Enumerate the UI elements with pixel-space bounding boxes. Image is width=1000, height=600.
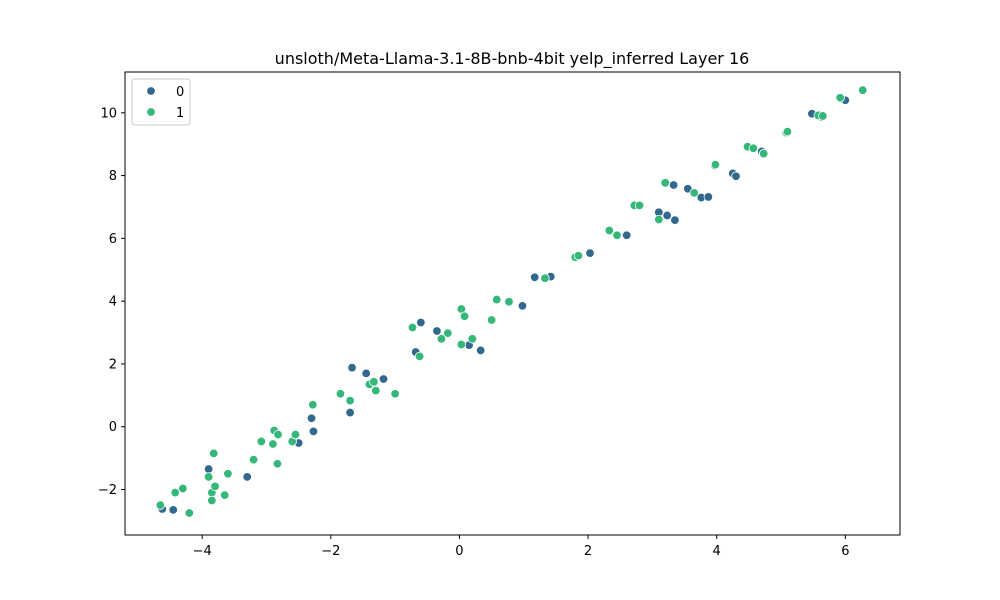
legend-label-0: 0 [176, 85, 184, 100]
data-point-series-0 [416, 317, 426, 328]
y-tick-label: 6 [109, 232, 117, 247]
x-tick-label: −4 [193, 544, 212, 559]
data-point-series-0 [621, 230, 632, 240]
data-point-series-1 [689, 188, 699, 198]
data-point-series-1 [436, 334, 447, 344]
data-point-series-1 [456, 339, 467, 350]
legend: 0 1 [131, 78, 191, 126]
data-point-series-0 [168, 505, 178, 515]
x-tick-label: 6 [841, 544, 849, 559]
data-point-series-1 [604, 225, 614, 236]
legend-marker-1 [146, 107, 156, 117]
data-point-series-1 [486, 315, 497, 325]
y-tick-label: 4 [109, 295, 117, 310]
data-point-series-1 [492, 294, 502, 305]
data-point-series-0 [378, 374, 389, 384]
y-tick-label: 8 [109, 169, 117, 184]
x-tick-label: −2 [321, 544, 340, 559]
data-point-series-1 [369, 377, 379, 387]
data-point-series-1 [634, 200, 645, 211]
data-point-series-1 [248, 454, 259, 465]
data-point-series-1 [256, 436, 267, 447]
data-point-series-0 [529, 272, 540, 282]
y-tick-label: 10 [100, 106, 117, 121]
x-tick-label: 4 [713, 544, 721, 559]
data-point-series-0 [668, 180, 679, 190]
data-point-series-0 [432, 326, 442, 336]
y-tick-label: −2 [98, 483, 117, 498]
data-point-series-1 [504, 297, 514, 307]
data-point-series-1 [459, 311, 470, 321]
data-point-series-0 [662, 210, 672, 221]
data-point-series-0 [731, 171, 741, 181]
data-point-series-1 [290, 429, 301, 440]
data-point-series-1 [345, 395, 355, 406]
y-tick-label: 2 [109, 357, 117, 372]
x-axis: −4 −2 0 2 4 6 [193, 535, 849, 559]
data-point-series-0 [345, 407, 355, 418]
data-point-series-0 [475, 345, 486, 356]
data-point-series-1 [223, 469, 233, 479]
x-tick-label: 0 [455, 544, 463, 559]
legend-label-1: 1 [176, 106, 184, 121]
y-tick-label: 0 [109, 420, 117, 435]
data-point-series-1 [857, 85, 868, 95]
data-point-series-1 [268, 439, 278, 449]
data-point-series-1 [371, 385, 381, 396]
data-point-series-1 [540, 273, 550, 283]
data-point-series-1 [210, 481, 220, 492]
data-point-series-1 [660, 178, 670, 188]
x-tick-label: 2 [584, 544, 592, 559]
data-point-series-1 [758, 148, 769, 159]
data-point-series-1 [414, 351, 425, 362]
data-point-series-1 [390, 389, 400, 399]
data-point-series-1 [272, 459, 283, 469]
data-point-series-0 [670, 215, 680, 225]
scatter-points [155, 85, 868, 518]
data-point-series-1 [273, 429, 283, 440]
legend-marker-0 [146, 86, 156, 96]
data-point-series-0 [347, 362, 357, 373]
data-point-series-0 [703, 192, 714, 202]
data-point-series-1 [654, 214, 664, 225]
data-point-series-0 [242, 472, 252, 482]
data-point-series-1 [443, 328, 453, 338]
data-point-series-1 [178, 483, 188, 494]
data-point-series-0 [306, 413, 317, 423]
data-point-series-1 [308, 400, 318, 410]
data-point-series-1 [170, 487, 180, 498]
data-point-series-1 [573, 250, 584, 261]
data-point-series-1 [467, 334, 478, 344]
data-point-series-1 [184, 508, 195, 518]
data-point-series-0 [361, 368, 371, 379]
data-point-series-1 [407, 322, 418, 333]
data-point-series-0 [308, 426, 319, 437]
data-point-series-1 [155, 500, 166, 510]
chart-title: unsloth/Meta-Llama-3.1-8B-bnb-4bit yelp_… [275, 49, 750, 69]
data-point-series-1 [748, 143, 759, 153]
data-point-series-1 [207, 495, 217, 506]
data-point-series-0 [585, 248, 595, 258]
data-point-series-1 [209, 448, 219, 459]
data-point-series-1 [835, 93, 845, 103]
data-point-series-1 [818, 111, 828, 121]
data-point-series-1 [219, 490, 230, 500]
plot-frame [124, 71, 901, 536]
data-point-series-1 [782, 126, 793, 137]
data-point-series-1 [710, 159, 721, 170]
y-axis: −2 0 2 4 6 8 10 [98, 106, 125, 498]
data-point-series-1 [203, 472, 214, 482]
data-point-series-0 [517, 301, 528, 311]
data-point-series-1 [612, 230, 622, 240]
data-point-series-0 [203, 464, 214, 474]
data-point-series-1 [335, 389, 346, 399]
